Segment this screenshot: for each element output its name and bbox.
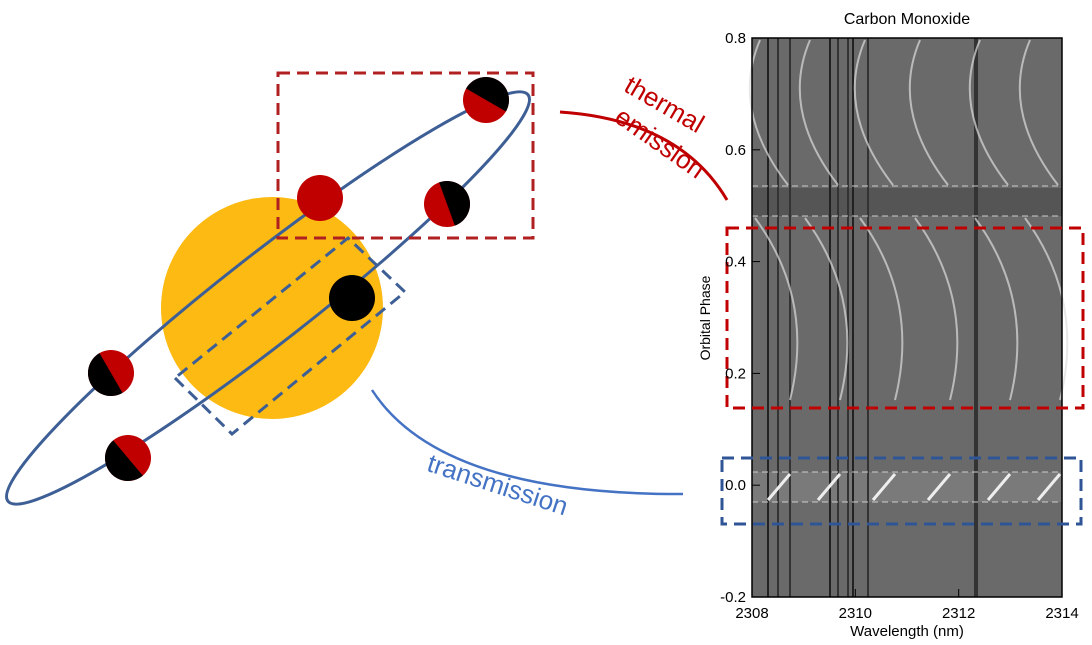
y-tick-label: 0.2 [725,365,746,382]
planet [96,435,151,490]
y-tick-label: 0.0 [725,477,746,494]
x-tick-label: 2312 [942,605,975,622]
y-tick-label: 0.6 [725,142,746,159]
figure: thermal emission transmission Carbon Mon… [0,0,1092,645]
planet [329,275,375,321]
panel-title: Carbon Monoxide [844,11,970,28]
orbit-diagram: thermal emission transmission [0,60,727,536]
bright-band [752,472,1062,502]
x-tick-label: 2314 [1045,605,1078,622]
x-axis-label: Wavelength (nm) [850,623,964,640]
y-axis-label: Orbital Phase [697,275,713,360]
x-tick-label: 2308 [735,605,768,622]
y-tick-label: 0.8 [725,30,746,47]
dark-band [752,188,1062,216]
y-tick-label: 0.4 [725,254,746,271]
planet [463,69,517,123]
planet [297,175,343,221]
spectrum-panel: Carbon Monoxide Orbital Phase Wavelength… [697,11,1083,640]
y-tick-label: -0.2 [720,589,746,606]
x-tick-label: 2310 [839,605,872,622]
